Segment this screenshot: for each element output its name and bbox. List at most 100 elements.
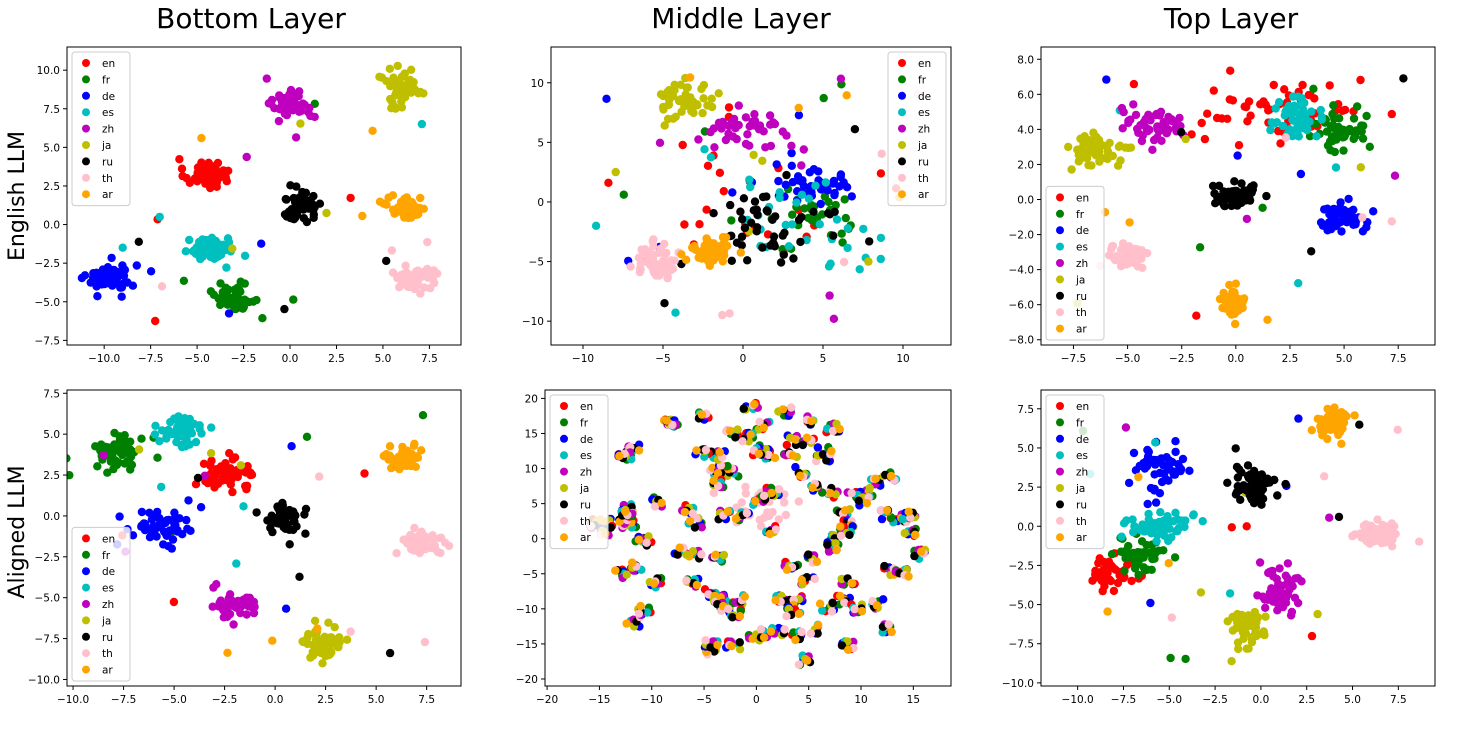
point-en [1223, 114, 1232, 124]
point-ar [634, 535, 644, 544]
point-zh [279, 101, 288, 111]
point-zh [1261, 603, 1270, 612]
point-ru [782, 170, 791, 180]
point-fr [127, 460, 137, 470]
legend-label-fr: fr [1076, 417, 1085, 429]
y-tick-label: 0.0 [1017, 195, 1034, 207]
legend-marker-de [82, 91, 90, 100]
point-es [898, 515, 908, 524]
point-ja [1076, 134, 1085, 143]
point-ja [707, 102, 717, 112]
point-en [1192, 311, 1201, 320]
point-ja [1104, 153, 1113, 162]
y-tick-label: −7.5 [35, 335, 61, 347]
point-ar [1103, 607, 1112, 616]
point-fr [1327, 132, 1337, 141]
point-fr [819, 93, 828, 103]
point-th [395, 283, 404, 292]
point-zh [1242, 214, 1252, 224]
point-zh [741, 113, 751, 122]
point-ja [323, 636, 333, 645]
point-ar [268, 636, 277, 645]
y-tick-label: 5.0 [43, 429, 60, 441]
point-ja [693, 101, 702, 110]
point-en [1298, 80, 1307, 90]
point-th [1125, 250, 1135, 260]
point-de [287, 442, 296, 451]
point-en [680, 220, 689, 229]
point-th [1118, 239, 1128, 248]
point-th [797, 627, 806, 637]
point-ja [707, 94, 716, 103]
point-ar [826, 489, 835, 498]
point-ja [318, 659, 327, 668]
point-es [181, 247, 190, 256]
point-de [1344, 194, 1353, 204]
point-ar [842, 91, 851, 100]
point-zh [209, 583, 218, 592]
point-th [1415, 537, 1424, 546]
point-en [242, 485, 251, 494]
x-tick-label: −5.0 [161, 694, 187, 706]
legend-marker-es [560, 451, 568, 460]
legend-marker-en [898, 59, 906, 67]
point-th [806, 629, 815, 638]
point-th [836, 531, 846, 540]
point-fr [112, 460, 122, 470]
point-ja [386, 82, 395, 91]
point-es [1119, 519, 1129, 528]
point-fr [110, 440, 119, 449]
legend-label-en: en [918, 58, 931, 70]
point-zh [1148, 145, 1157, 154]
point-fr [1351, 132, 1360, 141]
point-es [1198, 517, 1207, 526]
point-zh [1281, 589, 1290, 598]
point-en [703, 161, 713, 170]
point-ar [778, 405, 788, 414]
point-ar [400, 194, 409, 204]
point-es [155, 437, 164, 446]
point-zh [697, 523, 706, 532]
x-tick-label: 2.5 [317, 694, 334, 706]
point-es [190, 245, 199, 255]
legend-marker-de [82, 567, 90, 576]
point-ar [1134, 472, 1143, 482]
point-ar [754, 449, 763, 459]
point-ru [735, 638, 744, 647]
legend-marker-th [560, 516, 568, 525]
point-es [1271, 104, 1280, 113]
legend-marker-ru [1056, 291, 1064, 300]
point-fr [1338, 131, 1348, 140]
point-es [212, 249, 221, 258]
point-th [416, 289, 425, 298]
axes-frame [1040, 389, 1436, 687]
point-ru [763, 207, 772, 216]
point-ja [312, 640, 321, 649]
point-es [706, 153, 716, 162]
point-es [1152, 536, 1161, 546]
point-fr [1328, 109, 1337, 119]
point-de [1336, 217, 1345, 227]
legend-label-ja: ja [1075, 274, 1085, 286]
point-th [1107, 242, 1117, 251]
point-fr [103, 468, 112, 477]
point-zh [743, 130, 752, 139]
point-en [225, 449, 234, 458]
point-en [206, 180, 216, 189]
point-th [1369, 530, 1379, 539]
point-de [799, 181, 808, 191]
point-es [1278, 121, 1288, 131]
point-es [1148, 526, 1157, 535]
point-es [1117, 532, 1126, 541]
x-tick-label: −20 [536, 694, 558, 706]
point-ru [1257, 500, 1266, 509]
point-en [1099, 565, 1108, 574]
point-ru [796, 237, 805, 247]
x-tick-label: −5.0 [1115, 353, 1141, 365]
row-label-english: English LLM [5, 131, 30, 261]
point-ru [275, 519, 284, 528]
point-th [626, 262, 635, 271]
point-ru [837, 641, 847, 650]
point-ru [286, 181, 295, 190]
point-fr [723, 461, 732, 471]
